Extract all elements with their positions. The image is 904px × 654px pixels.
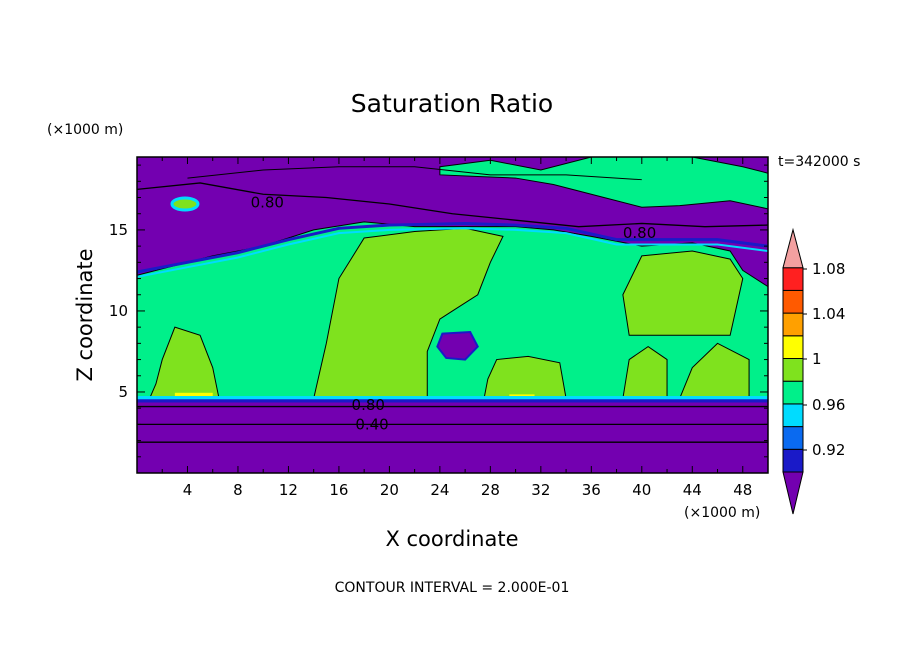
saturation-field: [137, 157, 768, 473]
colorbar-label: 0.92: [812, 441, 845, 459]
colorbar-swatch: [782, 426, 804, 450]
region-upper-streak: [439, 157, 768, 210]
contour-line: [137, 182, 768, 228]
region-transition: [137, 227, 768, 278]
region-transition: [137, 221, 768, 274]
x-tick-label: 28: [481, 481, 500, 499]
y-unit-label: (×1000 m): [47, 122, 123, 138]
region-supersaturated: [622, 250, 744, 336]
region-supersaturated: [313, 227, 504, 399]
region-small-cloud: [170, 196, 200, 212]
colorbar-low-arrow: [782, 471, 804, 515]
chart-title: Saturation Ratio: [351, 89, 553, 118]
y-tick-label: 10: [109, 302, 128, 320]
colorbar-label: 1.04: [812, 305, 845, 323]
colorbar-high-arrow: [782, 227, 804, 269]
colorbar-swatch: [782, 403, 804, 428]
x-tick-label: 16: [329, 481, 348, 499]
contour-label: 0.80: [251, 193, 284, 211]
contour-label: 0.80: [352, 396, 385, 414]
colorbar-swatch: [782, 267, 804, 291]
colorbar-swatch: [782, 312, 804, 337]
contour-interval-note: CONTOUR INTERVAL = 2.000E-01: [335, 580, 570, 596]
contour-line: [187, 166, 642, 181]
x-tick-label: 40: [632, 481, 651, 499]
x-tick-label: 20: [380, 481, 399, 499]
region-transition: [137, 396, 768, 401]
x-tick-label: 4: [183, 481, 193, 499]
colorbar: 1.08 1.04 1 0.96 0.92: [782, 227, 845, 515]
x-tick-label: 36: [582, 481, 601, 499]
colorbar-swatch: [782, 289, 804, 314]
time-label: t=342000 s: [778, 154, 860, 170]
region-supersaturated: [483, 355, 567, 399]
contour-label: 0.40: [355, 415, 388, 433]
x-tick-label: 48: [733, 481, 752, 499]
plot-frame: [136, 156, 769, 474]
colorbar-label: 0.96: [812, 396, 845, 414]
x-tick-label: 12: [279, 481, 298, 499]
x-tick-label: 44: [683, 481, 702, 499]
colorbar-swatch: [782, 448, 804, 473]
region-supersaturated: [148, 326, 220, 399]
x-axis-label: X coordinate: [385, 527, 518, 551]
contour-labels: 0.800.800.800.40: [251, 193, 657, 433]
x-tick-label: 32: [531, 481, 550, 499]
colorbar-swatch: [782, 380, 804, 405]
region-supersaturated-high: [174, 392, 213, 399]
colorbar-label: 1.08: [812, 260, 845, 278]
x-tick-label: 24: [430, 481, 449, 499]
x-tick-label: 8: [233, 481, 243, 499]
x-unit-label: (×1000 m): [684, 505, 760, 521]
colorbar-swatch: [782, 358, 804, 382]
region-transition: [137, 399, 768, 403]
y-axis-label: Z coordinate: [73, 248, 97, 381]
contour-label: 0.80: [623, 224, 656, 242]
y-tick-label: 5: [118, 383, 128, 401]
y-tick-label: 15: [109, 221, 128, 239]
colorbar-label: 1: [812, 350, 822, 368]
region-dry-pocket: [436, 330, 479, 361]
colorbar-swatch: [782, 335, 804, 359]
